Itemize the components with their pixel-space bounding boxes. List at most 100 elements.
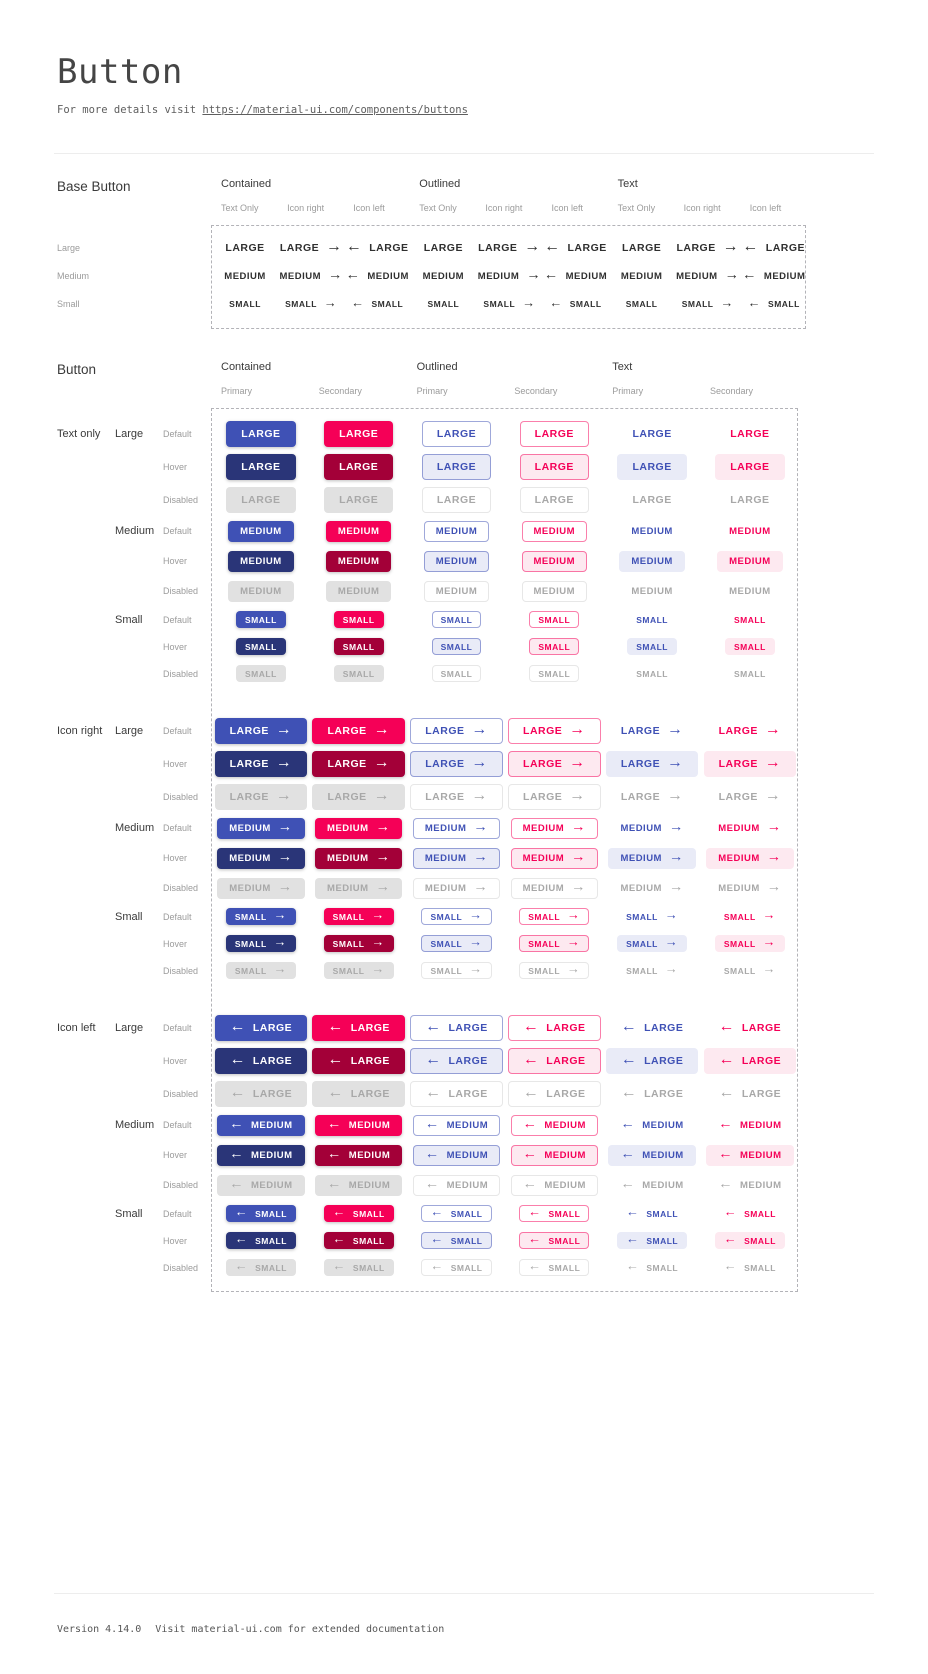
button-contained-primary-icon-right-small-hover[interactable]: SMALL →: [225, 935, 296, 952]
button-text-secondary-icon-left-medium-hover[interactable]: ← MEDIUM: [706, 1144, 794, 1166]
button-contained-primary-text-only-small-default[interactable]: SMALL: [236, 611, 286, 628]
button-outlined-primary-icon-right-small-default[interactable]: SMALL →: [421, 908, 492, 925]
base-button-outlined-icon-left-large[interactable]: ← LARGE: [543, 235, 608, 261]
button-outlined-primary-icon-left-large-default[interactable]: ← LARGE: [410, 1014, 503, 1041]
button-outlined-primary-icon-right-small-hover[interactable]: SMALL →: [421, 935, 492, 952]
base-button-outlined-icon-right-large[interactable]: LARGE →: [477, 235, 542, 261]
button-contained-primary-icon-left-small-default[interactable]: ← SMALL: [225, 1205, 296, 1222]
button-outlined-secondary-icon-right-medium-hover[interactable]: MEDIUM →: [510, 847, 598, 869]
base-button-text-text-only-medium[interactable]: MEDIUM: [620, 266, 664, 287]
base-button-contained-text-only-large[interactable]: LARGE: [224, 235, 265, 261]
base-button-outlined-icon-right-small[interactable]: SMALL →: [482, 296, 536, 313]
button-contained-secondary-text-only-medium-hover[interactable]: MEDIUM: [325, 550, 392, 572]
button-outlined-secondary-icon-right-medium-default[interactable]: MEDIUM →: [510, 817, 598, 839]
button-contained-primary-icon-left-small-hover[interactable]: ← SMALL: [225, 1232, 296, 1249]
base-button-text-text-only-large[interactable]: LARGE: [621, 235, 662, 261]
button-outlined-secondary-text-only-medium-hover[interactable]: MEDIUM: [521, 550, 588, 572]
base-button-contained-icon-left-small[interactable]: ← SMALL: [350, 296, 404, 313]
base-button-outlined-icon-left-small[interactable]: ← SMALL: [549, 296, 603, 313]
button-text-secondary-icon-left-medium-default[interactable]: ← MEDIUM: [706, 1115, 793, 1136]
button-outlined-primary-icon-right-large-hover[interactable]: LARGE →: [410, 750, 503, 777]
base-button-outlined-icon-right-medium[interactable]: MEDIUM →: [477, 266, 542, 287]
button-contained-secondary-icon-right-small-hover[interactable]: SMALL →: [323, 935, 394, 952]
button-outlined-primary-icon-left-medium-default[interactable]: ← MEDIUM: [412, 1114, 501, 1136]
button-outlined-primary-icon-right-large-default[interactable]: LARGE →: [410, 717, 503, 744]
base-button-text-icon-left-large[interactable]: ← LARGE: [742, 235, 807, 261]
button-contained-secondary-icon-left-medium-default[interactable]: ← MEDIUM: [315, 1114, 403, 1136]
button-outlined-primary-icon-left-large-hover[interactable]: ← LARGE: [410, 1047, 503, 1074]
button-contained-primary-icon-left-large-default[interactable]: ← LARGE: [214, 1014, 308, 1041]
button-text-primary-text-only-large-hover[interactable]: LARGE: [617, 453, 687, 480]
button-outlined-secondary-icon-right-small-hover[interactable]: SMALL →: [519, 935, 590, 952]
button-contained-secondary-icon-left-small-hover[interactable]: ← SMALL: [323, 1232, 394, 1249]
button-contained-primary-icon-right-medium-default[interactable]: MEDIUM →: [217, 817, 305, 839]
button-outlined-primary-icon-left-small-hover[interactable]: ← SMALL: [421, 1232, 492, 1249]
base-button-contained-icon-left-large[interactable]: ← LARGE: [345, 235, 410, 261]
button-contained-primary-text-only-small-hover[interactable]: SMALL: [236, 638, 286, 655]
button-text-secondary-text-only-large-default[interactable]: LARGE: [715, 421, 784, 447]
button-text-secondary-icon-left-small-hover[interactable]: ← SMALL: [714, 1232, 785, 1249]
button-outlined-secondary-icon-left-medium-hover[interactable]: ← MEDIUM: [510, 1144, 598, 1166]
button-text-secondary-text-only-small-default[interactable]: SMALL: [725, 611, 775, 628]
button-outlined-primary-text-only-medium-default[interactable]: MEDIUM: [423, 520, 490, 542]
button-text-secondary-icon-left-large-default[interactable]: ← LARGE: [704, 1015, 797, 1041]
button-contained-primary-icon-left-medium-default[interactable]: ← MEDIUM: [217, 1114, 305, 1136]
base-button-text-icon-right-medium[interactable]: MEDIUM →: [675, 266, 740, 287]
button-outlined-secondary-icon-right-large-hover[interactable]: LARGE →: [508, 750, 601, 777]
button-text-primary-text-only-small-default[interactable]: SMALL: [627, 611, 677, 628]
button-outlined-primary-icon-right-medium-default[interactable]: MEDIUM →: [412, 817, 501, 839]
base-button-outlined-text-only-large[interactable]: LARGE: [423, 235, 464, 261]
button-text-primary-icon-right-small-default[interactable]: SMALL →: [617, 908, 687, 925]
button-outlined-secondary-icon-left-small-hover[interactable]: ← SMALL: [519, 1232, 590, 1249]
button-text-secondary-icon-right-large-default[interactable]: LARGE →: [704, 718, 797, 744]
button-outlined-secondary-icon-right-large-default[interactable]: LARGE →: [508, 717, 601, 744]
button-outlined-primary-text-only-small-default[interactable]: SMALL: [431, 611, 482, 628]
button-text-primary-icon-right-large-hover[interactable]: LARGE →: [605, 750, 699, 777]
button-outlined-secondary-text-only-large-hover[interactable]: LARGE: [519, 453, 589, 480]
base-button-text-icon-right-large[interactable]: LARGE →: [675, 235, 740, 261]
button-contained-secondary-icon-right-large-hover[interactable]: LARGE →: [312, 750, 405, 777]
subtitle-link[interactable]: https://material-ui.com/components/butto…: [202, 104, 468, 116]
button-outlined-secondary-text-only-small-default[interactable]: SMALL: [529, 611, 580, 628]
button-contained-secondary-text-only-large-hover[interactable]: LARGE: [324, 453, 394, 480]
button-contained-secondary-icon-left-large-default[interactable]: ← LARGE: [312, 1014, 405, 1041]
base-button-text-icon-left-medium[interactable]: ← MEDIUM: [741, 266, 806, 287]
button-text-primary-icon-right-large-default[interactable]: LARGE →: [606, 718, 699, 744]
button-text-secondary-icon-left-small-default[interactable]: ← SMALL: [715, 1205, 785, 1222]
base-button-text-text-only-small[interactable]: SMALL: [625, 296, 659, 313]
base-button-contained-icon-left-medium[interactable]: ← MEDIUM: [345, 266, 410, 287]
button-contained-secondary-icon-left-large-hover[interactable]: ← LARGE: [312, 1047, 405, 1074]
button-text-primary-icon-right-medium-default[interactable]: MEDIUM →: [608, 818, 695, 839]
base-button-contained-icon-right-small[interactable]: SMALL →: [284, 296, 338, 313]
base-button-outlined-text-only-small[interactable]: SMALL: [426, 296, 460, 313]
button-contained-secondary-text-only-small-hover[interactable]: SMALL: [333, 638, 384, 655]
button-outlined-primary-text-only-large-hover[interactable]: LARGE: [421, 453, 492, 480]
button-text-primary-text-only-small-hover[interactable]: SMALL: [627, 638, 677, 655]
button-text-primary-icon-left-medium-default[interactable]: ← MEDIUM: [608, 1115, 695, 1136]
base-button-contained-icon-right-large[interactable]: LARGE →: [279, 235, 344, 261]
base-button-contained-text-only-medium[interactable]: MEDIUM: [223, 266, 267, 287]
base-button-contained-text-only-small[interactable]: SMALL: [228, 296, 262, 313]
button-text-primary-icon-left-large-default[interactable]: ← LARGE: [606, 1015, 699, 1041]
button-outlined-primary-icon-left-small-default[interactable]: ← SMALL: [421, 1205, 492, 1222]
button-contained-secondary-icon-right-medium-hover[interactable]: MEDIUM →: [315, 847, 403, 869]
button-text-primary-text-only-medium-hover[interactable]: MEDIUM: [619, 550, 685, 572]
button-contained-secondary-icon-right-medium-default[interactable]: MEDIUM →: [315, 817, 403, 839]
button-contained-secondary-text-only-small-default[interactable]: SMALL: [333, 611, 384, 628]
button-text-secondary-icon-right-small-hover[interactable]: SMALL →: [714, 935, 785, 952]
button-text-primary-text-only-medium-default[interactable]: MEDIUM: [619, 521, 685, 542]
base-button-outlined-icon-left-medium[interactable]: ← MEDIUM: [543, 266, 608, 287]
button-outlined-secondary-text-only-large-default[interactable]: LARGE: [519, 420, 589, 447]
base-button-outlined-text-only-medium[interactable]: MEDIUM: [422, 266, 466, 287]
button-outlined-secondary-icon-left-large-default[interactable]: ← LARGE: [508, 1014, 601, 1041]
button-outlined-secondary-icon-right-small-default[interactable]: SMALL →: [519, 908, 590, 925]
button-outlined-primary-text-only-small-hover[interactable]: SMALL: [431, 638, 482, 655]
button-text-primary-icon-right-small-hover[interactable]: SMALL →: [617, 935, 688, 952]
base-button-text-icon-right-small[interactable]: SMALL →: [681, 296, 735, 313]
button-contained-secondary-icon-right-small-default[interactable]: SMALL →: [323, 908, 394, 925]
button-contained-secondary-icon-left-small-default[interactable]: ← SMALL: [323, 1205, 394, 1222]
button-outlined-secondary-icon-left-small-default[interactable]: ← SMALL: [519, 1205, 590, 1222]
button-text-primary-text-only-large-default[interactable]: LARGE: [617, 421, 686, 447]
button-text-primary-icon-left-large-hover[interactable]: ← LARGE: [605, 1047, 699, 1074]
button-text-secondary-icon-right-medium-hover[interactable]: MEDIUM →: [706, 847, 794, 869]
